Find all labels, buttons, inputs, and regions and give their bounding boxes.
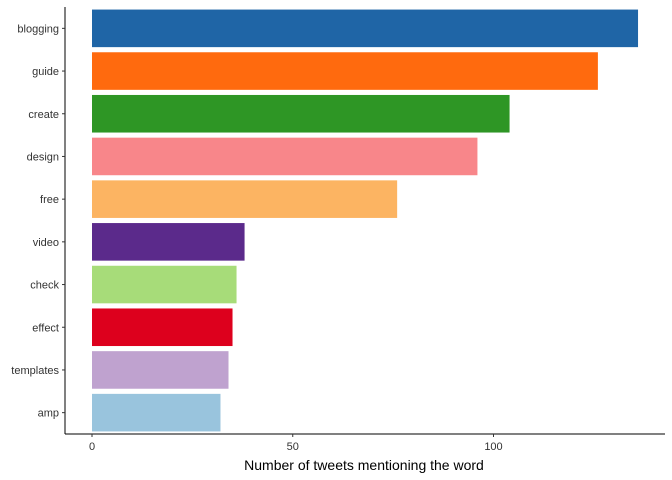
- y-tick-label-free: free: [40, 194, 59, 206]
- y-tick-label-amp: amp: [38, 408, 59, 420]
- bar-templates: [92, 351, 229, 389]
- y-tick-label-create: create: [28, 109, 59, 121]
- x-tick-label: 0: [89, 441, 95, 453]
- y-tick-label-check: check: [30, 280, 59, 292]
- bar-amp: [92, 393, 221, 432]
- x-tick-label: 100: [484, 441, 502, 453]
- bar-free: [92, 180, 398, 218]
- bar-guide: [92, 52, 598, 90]
- y-tick-label-effect: effect: [32, 322, 59, 334]
- y-tick-label-templates: templates: [11, 365, 59, 377]
- y-tick-label-design: design: [27, 151, 59, 163]
- x-axis-ticks: 0 50 100: [89, 434, 503, 453]
- x-axis-title: Number of tweets mentioning the word: [244, 457, 484, 473]
- y-tick-label-guide: guide: [32, 66, 59, 78]
- bar-blogging: [92, 9, 639, 48]
- y-tick-label-video: video: [33, 237, 59, 249]
- bar-effect: [92, 308, 233, 347]
- y-tick-label-blogging: blogging: [17, 23, 59, 35]
- bar-video: [92, 223, 245, 261]
- bar-check: [92, 265, 237, 304]
- bars-group: [92, 9, 639, 432]
- bar-design: [92, 137, 478, 176]
- x-tick-label: 50: [287, 441, 299, 453]
- y-axis-ticks: blogging guide create design free video check e…: [11, 23, 65, 420]
- bar-create: [92, 94, 510, 133]
